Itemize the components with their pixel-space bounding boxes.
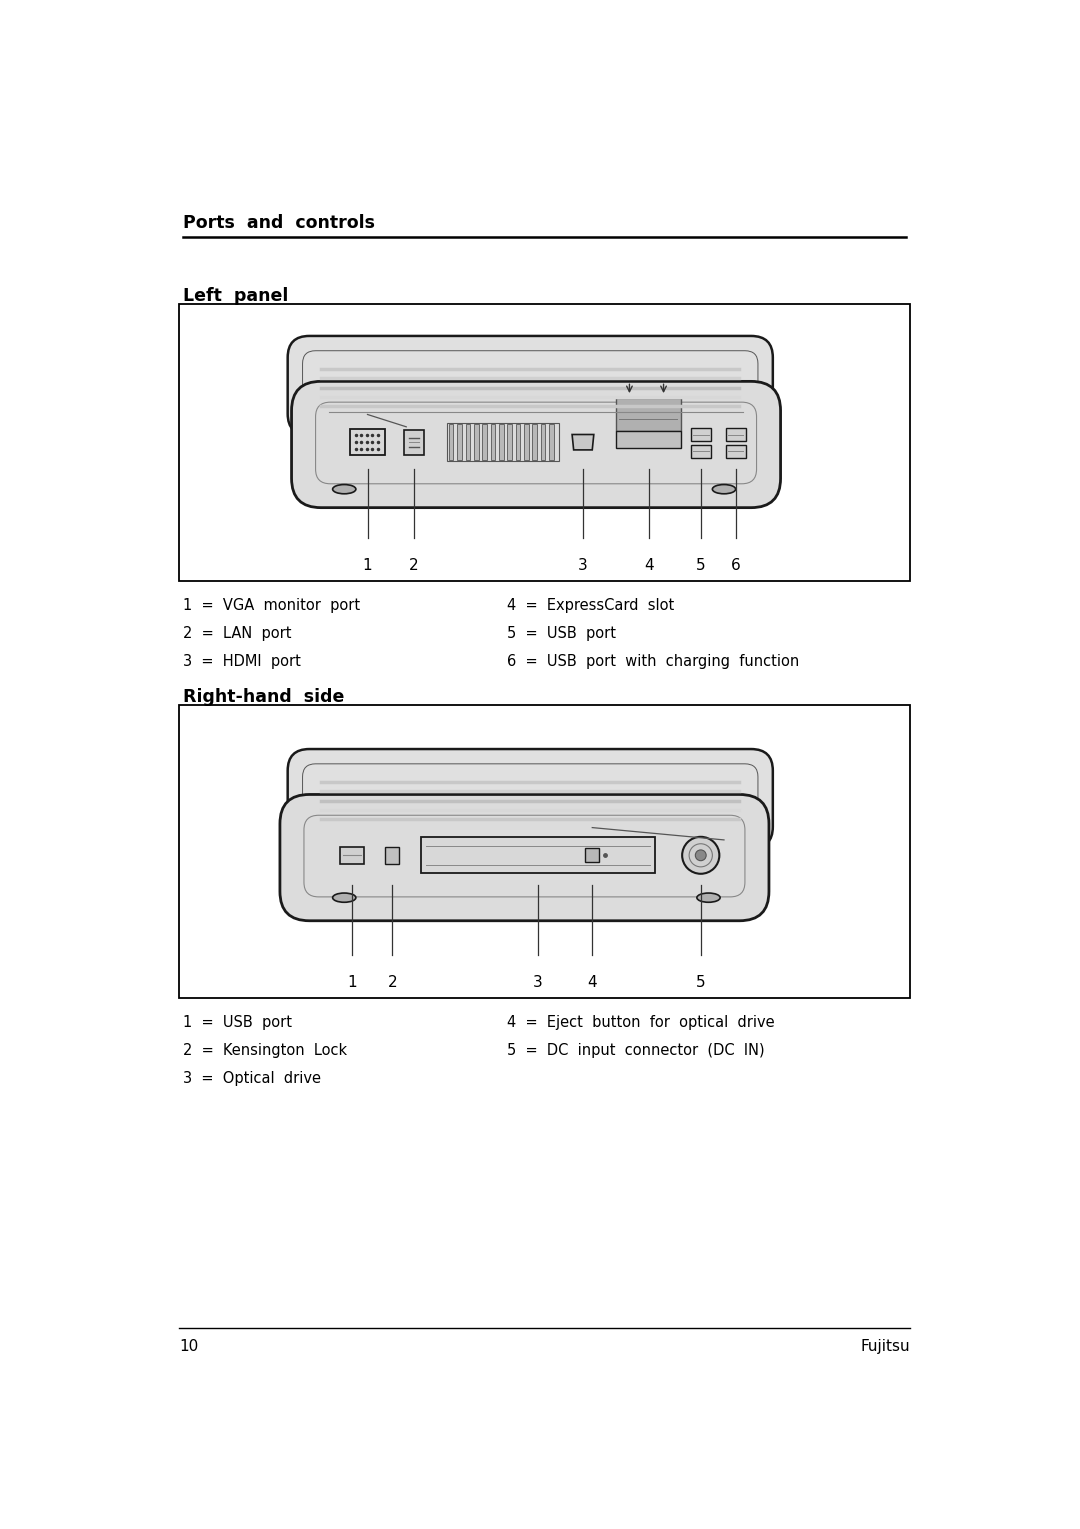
- Bar: [457, 425, 462, 460]
- Ellipse shape: [713, 485, 735, 494]
- Text: 5: 5: [696, 974, 705, 989]
- Text: 6: 6: [731, 558, 741, 573]
- Bar: [340, 847, 364, 864]
- Text: 3: 3: [534, 974, 543, 989]
- Text: 3  =  HDMI  port: 3 = HDMI port: [183, 654, 301, 670]
- Bar: [616, 399, 681, 431]
- Bar: [449, 425, 454, 460]
- Text: 4  =  Eject  button  for  optical  drive: 4 = Eject button for optical drive: [507, 1015, 774, 1029]
- Text: 1: 1: [363, 558, 373, 573]
- Bar: [499, 425, 503, 460]
- FancyBboxPatch shape: [287, 749, 773, 849]
- Ellipse shape: [333, 485, 356, 494]
- Text: 4: 4: [588, 974, 597, 989]
- Text: 5  =  DC  input  connector  (DC  IN): 5 = DC input connector (DC IN): [507, 1043, 765, 1058]
- Bar: [465, 425, 470, 460]
- Bar: [726, 428, 745, 442]
- Bar: [447, 424, 559, 462]
- Bar: [585, 849, 599, 862]
- Text: 1: 1: [347, 974, 356, 989]
- FancyBboxPatch shape: [421, 838, 656, 873]
- FancyBboxPatch shape: [292, 381, 781, 508]
- Bar: [549, 425, 554, 460]
- Bar: [386, 847, 400, 864]
- Text: 2  =  Kensington  Lock: 2 = Kensington Lock: [183, 1043, 347, 1058]
- Polygon shape: [572, 434, 594, 450]
- Ellipse shape: [697, 893, 720, 902]
- Text: Left  panel: Left panel: [183, 286, 288, 304]
- Text: Right-hand  side: Right-hand side: [183, 688, 345, 706]
- Bar: [616, 431, 681, 448]
- Text: 1  =  USB  port: 1 = USB port: [183, 1015, 292, 1029]
- Text: 4  =  ExpressCard  slot: 4 = ExpressCard slot: [507, 598, 674, 613]
- Bar: [179, 304, 910, 581]
- Circle shape: [683, 836, 719, 873]
- Bar: [532, 425, 537, 460]
- Text: Fujitsu: Fujitsu: [861, 1339, 910, 1355]
- Text: 5  =  USB  port: 5 = USB port: [507, 625, 616, 641]
- Ellipse shape: [333, 893, 356, 902]
- FancyBboxPatch shape: [287, 336, 773, 436]
- Text: 5: 5: [696, 558, 705, 573]
- Bar: [474, 425, 478, 460]
- Text: 1  =  VGA  monitor  port: 1 = VGA monitor port: [183, 598, 360, 613]
- Text: 3: 3: [578, 558, 588, 573]
- Text: 2: 2: [409, 558, 419, 573]
- Text: 6  =  USB  port  with  charging  function: 6 = USB port with charging function: [507, 654, 799, 670]
- Bar: [726, 445, 745, 459]
- Circle shape: [696, 850, 706, 861]
- Text: 10: 10: [179, 1339, 199, 1355]
- Bar: [483, 425, 487, 460]
- Bar: [404, 430, 424, 454]
- Text: 4: 4: [644, 558, 653, 573]
- Bar: [179, 705, 910, 998]
- Text: 3  =  Optical  drive: 3 = Optical drive: [183, 1070, 321, 1086]
- Text: 2: 2: [388, 974, 397, 989]
- Bar: [515, 425, 521, 460]
- Bar: [541, 425, 545, 460]
- Bar: [508, 425, 512, 460]
- Text: 2  =  LAN  port: 2 = LAN port: [183, 625, 292, 641]
- Bar: [490, 425, 496, 460]
- Bar: [524, 425, 528, 460]
- Bar: [691, 428, 711, 442]
- Bar: [691, 445, 711, 459]
- FancyBboxPatch shape: [280, 795, 769, 920]
- Text: Ports  and  controls: Ports and controls: [183, 214, 375, 231]
- FancyBboxPatch shape: [350, 430, 386, 456]
